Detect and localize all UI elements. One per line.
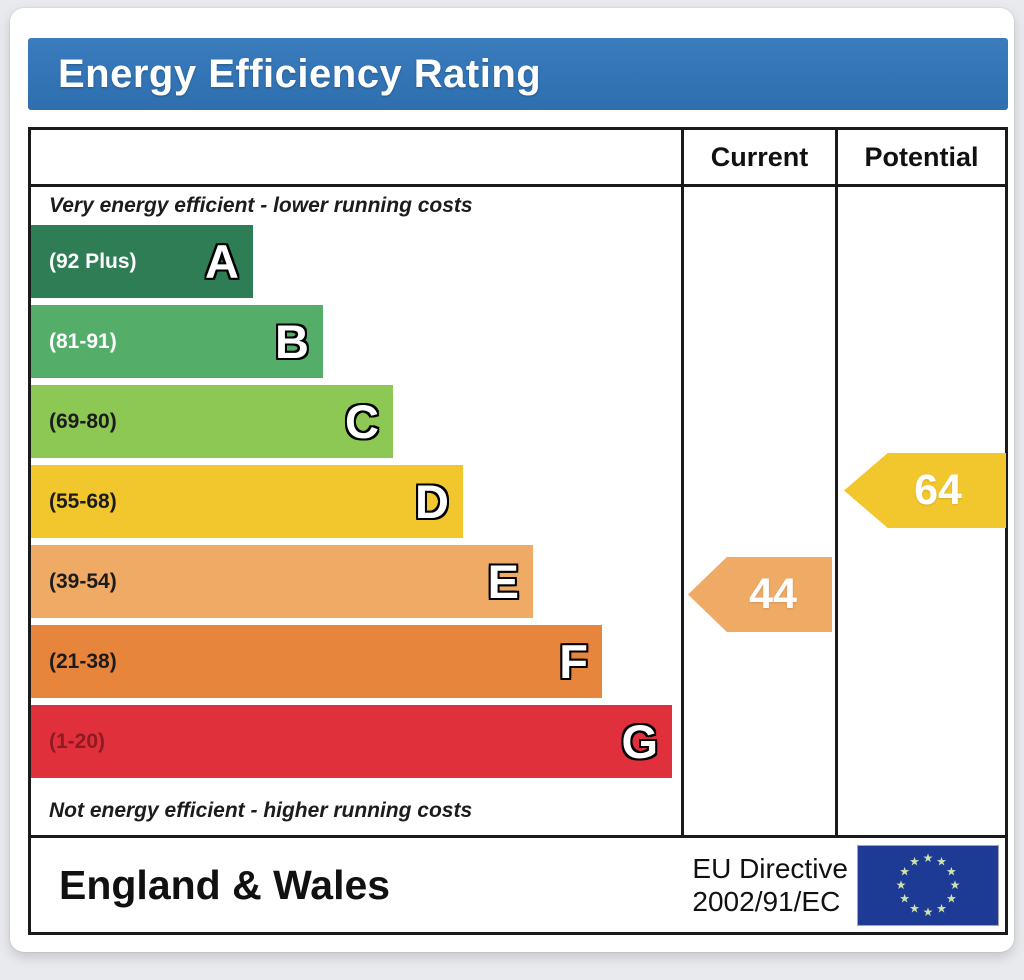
region-label: England & Wales [59, 861, 391, 908]
band-f: (21-38) F [31, 625, 602, 698]
eu-directive-label: EU Directive 2002/91/EC [692, 852, 848, 918]
rating-scale: Very energy efficient - lower running co… [31, 187, 681, 835]
eu-star-icon: ★ [945, 891, 957, 906]
eu-star-icon: ★ [922, 905, 934, 919]
eu-star-icon: ★ [949, 878, 961, 892]
band-e-letter: E [487, 555, 519, 608]
eu-flag-icon: ★ ★ ★ ★ ★ ★ ★ ★ ★ ★ ★ ★ [858, 845, 998, 925]
potential-rating-value: 64 [914, 466, 962, 514]
table-header-row: Current Potential [31, 130, 1005, 187]
epc-card: Energy Efficiency Rating Current Potenti… [10, 8, 1014, 952]
band-d: (55-68) D [31, 465, 463, 538]
eu-star-icon: ★ [909, 901, 920, 916]
eu-directive-line2: 2002/91/EC [692, 886, 841, 917]
potential-column-header: Potential [835, 130, 1005, 184]
eu-star-icon: ★ [922, 851, 934, 865]
rating-table: Current Potential Very energy efficient … [28, 127, 1008, 838]
eu-star-icon: ★ [899, 864, 910, 879]
potential-rating-arrow: 64 [844, 453, 1006, 528]
current-value-cell: 44 [681, 187, 835, 835]
band-e: (39-54) E [31, 545, 533, 618]
footer-bar: England & Wales EU Directive 2002/91/EC … [28, 838, 1008, 935]
eu-star-icon: ★ [936, 854, 947, 869]
band-f-range: (21-38) [49, 649, 117, 673]
band-b-range: (81-91) [49, 329, 117, 353]
band-b-letter: B [275, 315, 309, 368]
eu-star-icon: ★ [909, 854, 920, 869]
band-f-letter: F [559, 635, 588, 688]
current-rating-value: 44 [749, 570, 797, 618]
eu-directive-line1: EU Directive [692, 852, 848, 884]
band-g-letter: G [621, 715, 658, 768]
table-body-row: Very energy efficient - lower running co… [31, 187, 1006, 835]
band-c-letter: C [345, 395, 379, 448]
current-rating-arrow: 44 [688, 557, 832, 632]
header-spacer-cell [31, 130, 681, 184]
band-a: (92 Plus) A [31, 225, 253, 298]
eu-star-icon: ★ [936, 901, 947, 916]
note-very-efficient: Very energy efficient - lower running co… [49, 194, 473, 217]
band-a-range: (92 Plus) [49, 249, 137, 273]
band-a-letter: A [205, 235, 239, 288]
eu-star-icon: ★ [899, 891, 910, 906]
current-column-header: Current [681, 130, 835, 184]
eu-star-icon: ★ [895, 878, 907, 892]
page-title: Energy Efficiency Rating [58, 51, 542, 96]
band-c-range: (69-80) [49, 409, 117, 433]
chart-title-bar: Energy Efficiency Rating [28, 38, 1008, 110]
band-d-letter: D [415, 475, 449, 528]
band-e-range: (39-54) [49, 569, 117, 593]
band-g: (1-20) G [31, 705, 672, 778]
band-g-range: (1-20) [49, 729, 106, 753]
note-not-efficient: Not energy efficient - higher running co… [49, 799, 473, 822]
band-c: (69-80) C [31, 385, 393, 458]
eu-star-icon: ★ [945, 864, 957, 879]
potential-value-cell: 64 [835, 187, 1006, 835]
band-d-range: (55-68) [49, 489, 117, 513]
band-b: (81-91) B [31, 305, 323, 378]
